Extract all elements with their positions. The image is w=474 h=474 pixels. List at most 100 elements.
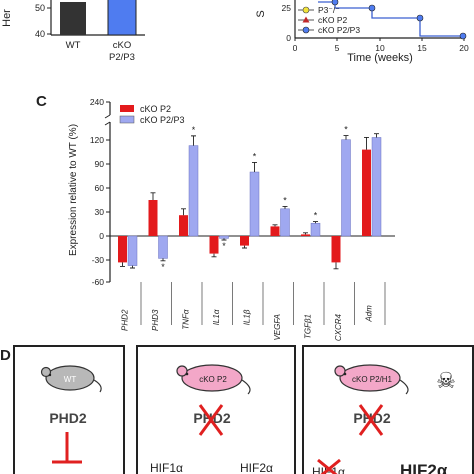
significance-star-6: * — [314, 211, 318, 221]
significance-star-7: * — [344, 125, 348, 135]
panel-c-ytick-90: 90 — [95, 159, 105, 169]
significance-star-1: * — [161, 262, 165, 272]
panel-c-legend-label-1: cKO P2/P3 — [140, 115, 185, 125]
panel-d-mouse-cko-p2-icon — [176, 364, 251, 395]
bar-cko-p2p3-1 — [158, 235, 168, 259]
bar-cko-p2-2 — [179, 215, 188, 236]
error-bar-cko-p2-3 — [211, 253, 217, 258]
panel-b-ytick-0: 0 — [286, 33, 291, 43]
significance-star-2: * — [192, 125, 196, 135]
category-label-4: IL1β — [243, 309, 252, 325]
bar-cko-p2p3-0 — [127, 235, 138, 266]
panel-d: D WT PHD2 cKO P2 PHD2 HIF1α HI — [0, 345, 474, 474]
panel-b-survival-point — [368, 4, 376, 12]
significance-star-4: * — [253, 151, 257, 161]
panel-c-axis-break-icon — [104, 114, 111, 126]
panel-d-mouse-label-wt: WT — [64, 375, 77, 384]
panel-d-inhibit-arrow-icon — [52, 432, 82, 464]
panel-c-ytick-30: 30 — [95, 207, 105, 217]
error-bar-cko-p2-7 — [333, 262, 339, 270]
panel-a-bar-cko — [107, 0, 137, 36]
bar-cko-p2-0 — [118, 236, 127, 263]
panel-d-hif2-cko-p2: HIF2α — [240, 461, 273, 474]
panel-c-legend-swatch-1 — [119, 115, 135, 124]
panel-c-label: C — [36, 93, 47, 110]
panel-c-ytick-240: 240 — [90, 97, 104, 107]
panel-c-ylabel: Expression relative to WT (%) — [68, 124, 79, 256]
bar-cko-p2p3-5 — [280, 208, 290, 237]
panel-a-ytick-label-40: 40 — [35, 29, 45, 39]
error-bar-cko-p2p3-4 — [252, 161, 257, 172]
panel-c-ytick-neg60: -60 — [92, 277, 105, 287]
error-bar-cko-p2-8 — [364, 137, 369, 150]
bar-cko-p2p3-6 — [310, 222, 321, 237]
panel-b-legend-label-2: cKO P2/P3 — [318, 25, 360, 35]
panel-c-legend-swatch-0 — [120, 105, 134, 112]
error-bar-cko-p2-6 — [303, 232, 308, 235]
panel-c-ytick-120: 120 — [90, 135, 104, 145]
error-bar-cko-p2-1 — [150, 192, 156, 200]
category-label-2: TNFα — [182, 309, 191, 330]
panel-d-label: D — [0, 347, 11, 364]
bar-cko-p2-7 — [331, 236, 341, 263]
panel-c-bars: * * * * * * * — [118, 125, 382, 272]
panel-b-legend: P3⁻/⁻ cKO P2 cKO P2/P3 — [298, 5, 360, 35]
panel-d-mouse-wt-icon — [40, 365, 102, 393]
bar-cko-p2-1 — [148, 200, 158, 236]
panel-a-category-wt: WT — [66, 40, 81, 51]
panel-c-ytick-0: 0 — [99, 231, 104, 241]
panel-b-legend-label-0: P3⁻/⁻ — [318, 5, 340, 15]
category-label-8: Adm — [365, 305, 374, 323]
panel-a-category-cko-line2: P2/P3 — [109, 52, 135, 63]
bar-cko-p2p3-3 — [219, 235, 229, 239]
significance-star-5: * — [283, 195, 287, 205]
error-bar-cko-p2p3-2 — [191, 135, 196, 146]
panel-c-ytick-neg30: -30 — [92, 255, 105, 265]
panel-a-ytick-label-50: 50 — [35, 3, 45, 13]
bar-cko-p2-3 — [209, 236, 219, 254]
panel-b-xtick-15: 15 — [417, 43, 427, 53]
category-label-3: IL1α — [212, 309, 221, 325]
category-label-7: CXCR4 — [334, 313, 343, 341]
panel-c-ytick-60: 60 — [95, 183, 105, 193]
bar-cko-p2-5 — [270, 226, 280, 236]
panel-b-xtick-5: 5 — [335, 43, 340, 53]
error-bar-cko-p2-5 — [272, 224, 278, 227]
error-bar-cko-p2p3-3 — [221, 238, 227, 241]
error-bar-cko-p2p3-5 — [282, 205, 288, 209]
panel-b-xtick-10: 10 — [375, 43, 385, 53]
panel-d-box-wt — [13, 345, 125, 474]
panel-c-legend-label-0: cKO P2 — [140, 104, 171, 114]
panel-c-legend: cKO P2 cKO P2/P3 — [119, 104, 185, 125]
bar-cko-p2p3-4 — [249, 171, 260, 237]
legend-marker-circle-blue-icon — [302, 26, 310, 34]
panel-d-mouse-label-cko-p2h1: cKO P2/H1 — [352, 375, 393, 384]
panel-b-legend-label-1: cKO P2 — [318, 15, 348, 25]
panel-b-xtick-20: 20 — [459, 43, 469, 53]
panel-b-xtick-0: 0 — [293, 43, 298, 53]
panel-a-category-cko-line1: cKO — [113, 40, 131, 51]
legend-marker-triangle-red-icon — [302, 16, 310, 23]
panel-b-xticks: 0 5 10 15 20 — [293, 38, 469, 53]
panel-d-mouse-cko-p2h1-icon — [334, 364, 409, 395]
error-bar-cko-p2-4 — [242, 245, 247, 249]
category-label-0: PHD2 — [121, 309, 130, 331]
panel-d-hif2-cko-p2h1: HIF2α — [400, 461, 448, 474]
panel-c: C Expression relative to WT (%) 240 120 … — [36, 93, 395, 341]
panel-c-yticks: 240 120 90 60 30 0 -30 -60 — [90, 97, 110, 287]
legend-marker-circle-yellow-icon — [302, 6, 310, 14]
panel-d-hif1-cko-p2: HIF1α — [150, 461, 183, 474]
panel-d-cross-icon — [358, 404, 384, 436]
bar-cko-p2p3-7 — [341, 139, 351, 237]
error-bar-cko-p2p3-7 — [343, 135, 349, 140]
bar-cko-p2p3-2 — [188, 145, 199, 237]
error-bar-cko-p2p3-0 — [130, 265, 135, 269]
panel-d-gene-wt: PHD2 — [49, 410, 87, 426]
panel-b-ytick-25: 25 — [282, 3, 292, 13]
panel-d-mouse-label-cko-p2: cKO P2 — [199, 375, 227, 384]
panel-b-ylabel: S — [255, 10, 267, 17]
panel-c-category-labels: PHD2 PHD3 TNFα IL1α IL1β VEGFA TGFβ1 CXCR4 Adm — [121, 282, 386, 341]
error-bar-cko-p2p3-6 — [313, 221, 318, 224]
bar-cko-p2-6 — [301, 234, 310, 236]
panel-a: Her 50 40 WT cKO P2/P3 — [1, 0, 145, 63]
